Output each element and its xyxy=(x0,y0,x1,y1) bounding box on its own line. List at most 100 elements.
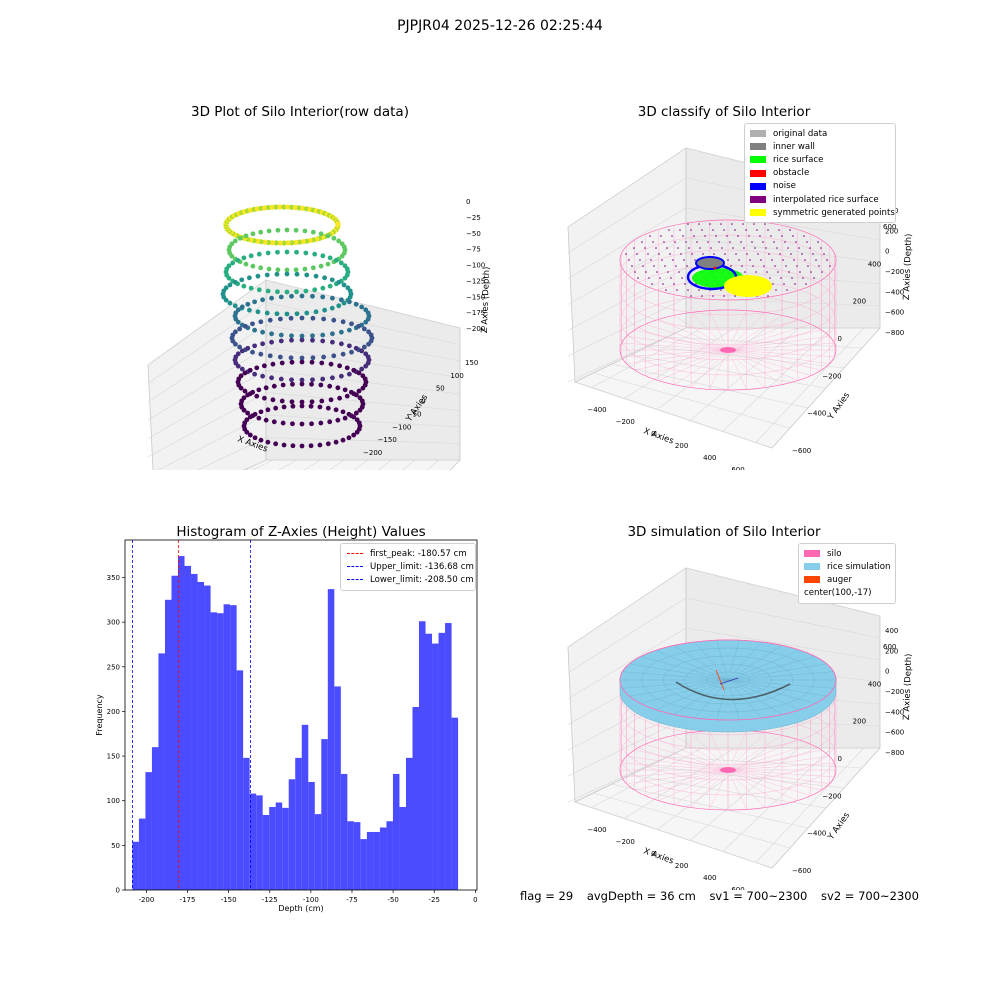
raw-point xyxy=(252,435,258,441)
classify-point-interpolated xyxy=(713,253,715,255)
cls-z-tick: −600 xyxy=(885,309,904,317)
status-footer: flag = 29 avgDepth = 36 cm sv1 = 700~230… xyxy=(520,889,929,903)
raw-point xyxy=(294,311,300,317)
raw-point xyxy=(347,288,353,294)
raw-point xyxy=(344,266,350,272)
raw-point xyxy=(293,227,299,233)
classify-point-interpolated xyxy=(792,235,794,237)
legend-swatch xyxy=(750,156,766,164)
raw-point xyxy=(299,293,305,299)
histogram-title: Histogram of Z-Axies (Height) Values xyxy=(176,524,426,540)
raw-point xyxy=(281,240,287,246)
raw-point xyxy=(229,241,235,247)
histogram-bar xyxy=(451,717,459,890)
auger xyxy=(715,669,725,691)
histogram-bar xyxy=(177,556,185,890)
classify-point-interpolated xyxy=(799,271,801,273)
histogram-bar xyxy=(347,821,354,890)
center-marker xyxy=(719,677,739,685)
simulation-rice-surface xyxy=(619,639,837,733)
raw-point xyxy=(309,421,314,427)
classify-point-interpolated xyxy=(741,265,743,267)
raw-point xyxy=(327,383,333,389)
sim-silo-bottom-center xyxy=(720,767,736,773)
classify-point-interpolated xyxy=(628,259,630,261)
histogram-bar xyxy=(243,757,250,890)
raw-point xyxy=(310,315,316,321)
classify-point-interpolated xyxy=(642,265,644,267)
histogram-x-tick-label: 0 xyxy=(473,896,477,904)
raw-point xyxy=(266,228,272,234)
raw-point xyxy=(274,271,280,277)
raw-point xyxy=(320,338,326,344)
raw-point xyxy=(303,250,309,256)
raw-point xyxy=(288,315,294,321)
classify-point-interpolated xyxy=(790,253,792,255)
legend-item: first_peak: -180.57 cm xyxy=(347,547,469,560)
raw-point xyxy=(340,437,346,443)
classify-point-interpolated xyxy=(666,247,668,249)
raw-point xyxy=(273,441,279,447)
raw-point xyxy=(250,349,255,355)
raw-y-tick: 50 xyxy=(436,385,445,393)
classify-point-interpolated xyxy=(782,259,784,261)
classify-point-interpolated xyxy=(693,235,695,237)
classify-point-interpolated xyxy=(815,259,817,261)
classify-point-interpolated xyxy=(687,289,689,291)
raw-point xyxy=(340,351,346,357)
classify-point-interpolated xyxy=(676,289,678,291)
classify-point-interpolated xyxy=(675,265,677,267)
classify-point-interpolated xyxy=(680,253,682,255)
legend-label: first_peak: -180.57 cm xyxy=(370,548,467,559)
raw-point xyxy=(344,393,350,399)
histogram-reference-lines xyxy=(132,540,251,890)
histogram-x-tick-label: -200 xyxy=(138,896,154,904)
sim-y-tick: −400 xyxy=(807,830,826,838)
raw-z-tick: 0 xyxy=(466,198,470,206)
raw-point xyxy=(256,251,262,257)
legend-line-swatch xyxy=(347,566,363,568)
legend-swatch xyxy=(750,196,766,204)
raw-point xyxy=(260,341,266,347)
classify-point-interpolated xyxy=(688,247,690,249)
classify-point-interpolated xyxy=(690,295,692,297)
raw-point xyxy=(318,420,324,426)
raw-point xyxy=(258,265,264,271)
histogram-frame xyxy=(124,539,478,891)
legend-label: inner wall xyxy=(773,141,815,152)
sim-y-tick: 600 xyxy=(883,643,896,651)
histogram-x-axis-label: Depth (cm) xyxy=(278,904,323,913)
raw-point xyxy=(346,411,352,417)
raw-point xyxy=(296,239,302,245)
histogram-bar xyxy=(158,653,165,890)
raw-point xyxy=(250,263,256,269)
raw-point xyxy=(302,266,308,272)
raw-point xyxy=(338,341,344,347)
raw-point xyxy=(265,439,271,445)
cls-x-tick: −400 xyxy=(587,406,606,414)
raw-point xyxy=(281,204,287,210)
raw-point xyxy=(359,304,365,310)
raw-point xyxy=(299,359,305,365)
classify-point-interpolated xyxy=(826,259,828,261)
histogram-x-tick-label: -50 xyxy=(387,896,398,904)
classify-point-interpolated xyxy=(748,235,750,237)
raw-point xyxy=(359,348,365,354)
raw-point xyxy=(362,376,368,382)
histogram-bar xyxy=(360,839,367,890)
classify-point-interpolated xyxy=(650,259,652,261)
histogram-x-tick-label: -100 xyxy=(303,896,319,904)
histogram-bar xyxy=(353,822,361,890)
raw-point xyxy=(270,361,276,367)
raw-point xyxy=(273,204,279,210)
classify-x-axis-label: X Axies xyxy=(642,426,675,446)
raw-point xyxy=(299,315,305,321)
histogram-bar xyxy=(230,605,237,890)
sim-z-tick: 0 xyxy=(885,668,889,676)
raw-point xyxy=(366,341,371,347)
classify-point-interpolated xyxy=(787,247,789,249)
classify-point-interpolated xyxy=(701,229,703,231)
raw-point xyxy=(278,376,284,382)
histogram-bar xyxy=(171,575,178,890)
histogram-bar xyxy=(405,757,413,890)
